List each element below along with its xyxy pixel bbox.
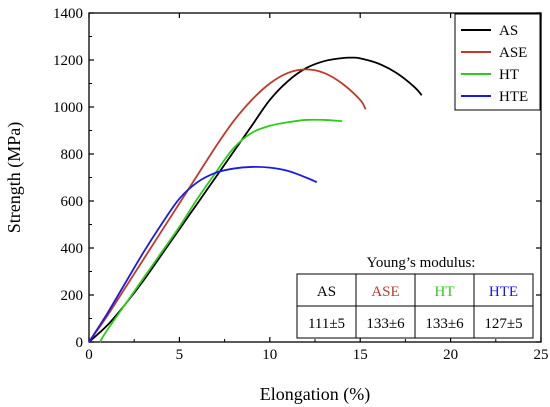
- legend-label-ht: HT: [499, 67, 519, 83]
- table-header-hte: HTE: [489, 284, 518, 300]
- youngs-modulus-table: Young’s modulus: AS 111±5 ASE 133±6 HT 133±6 HT…: [296, 255, 534, 339]
- legend: AS ASE HT HTE: [454, 13, 541, 111]
- table-value-hte: 127±5: [484, 316, 522, 332]
- table-value-as: 111±5: [308, 316, 345, 332]
- x-axis-title: Elongation (%): [260, 384, 370, 405]
- y-tick-label: 1400: [53, 6, 83, 22]
- x-tick-label: 25: [534, 347, 549, 363]
- y-tick-label: 1000: [53, 100, 83, 116]
- y-tick-label: 600: [61, 194, 84, 210]
- y-tick-label: 0: [76, 335, 84, 351]
- series-layer: [88, 56, 423, 343]
- table-value-ht: 133±6: [425, 316, 464, 332]
- y-tick-label: 1200: [53, 53, 83, 69]
- table-header-ase: ASE: [371, 284, 399, 300]
- legend-label-hte: HTE: [499, 89, 528, 105]
- y-axis-title: Strength (MPa): [4, 122, 25, 234]
- x-tick-label: 5: [176, 347, 184, 363]
- x-tick-label: 10: [262, 347, 277, 363]
- x-tick-label: 20: [443, 347, 458, 363]
- table-header-as: AS: [317, 284, 336, 300]
- x-tick-label: 15: [353, 347, 368, 363]
- series-line-hte: [88, 165, 318, 343]
- legend-label-as: AS: [499, 23, 518, 39]
- table-header-ht: HT: [435, 284, 455, 300]
- y-tick-label: 400: [61, 241, 84, 257]
- y-tick-label: 800: [61, 147, 84, 163]
- series-line-as: [88, 56, 423, 343]
- table-value-ase: 133±6: [366, 316, 405, 332]
- legend-label-ase: ASE: [499, 45, 527, 61]
- series-line-ase: [88, 68, 367, 343]
- y-tick-label: 200: [61, 288, 84, 304]
- axes-layer: 0 5 10 15 20 25 0 200 400 600 800 1000 1200 1400: [53, 6, 549, 363]
- x-tick-label: 0: [85, 347, 93, 363]
- table-title: Young’s modulus:: [367, 255, 476, 271]
